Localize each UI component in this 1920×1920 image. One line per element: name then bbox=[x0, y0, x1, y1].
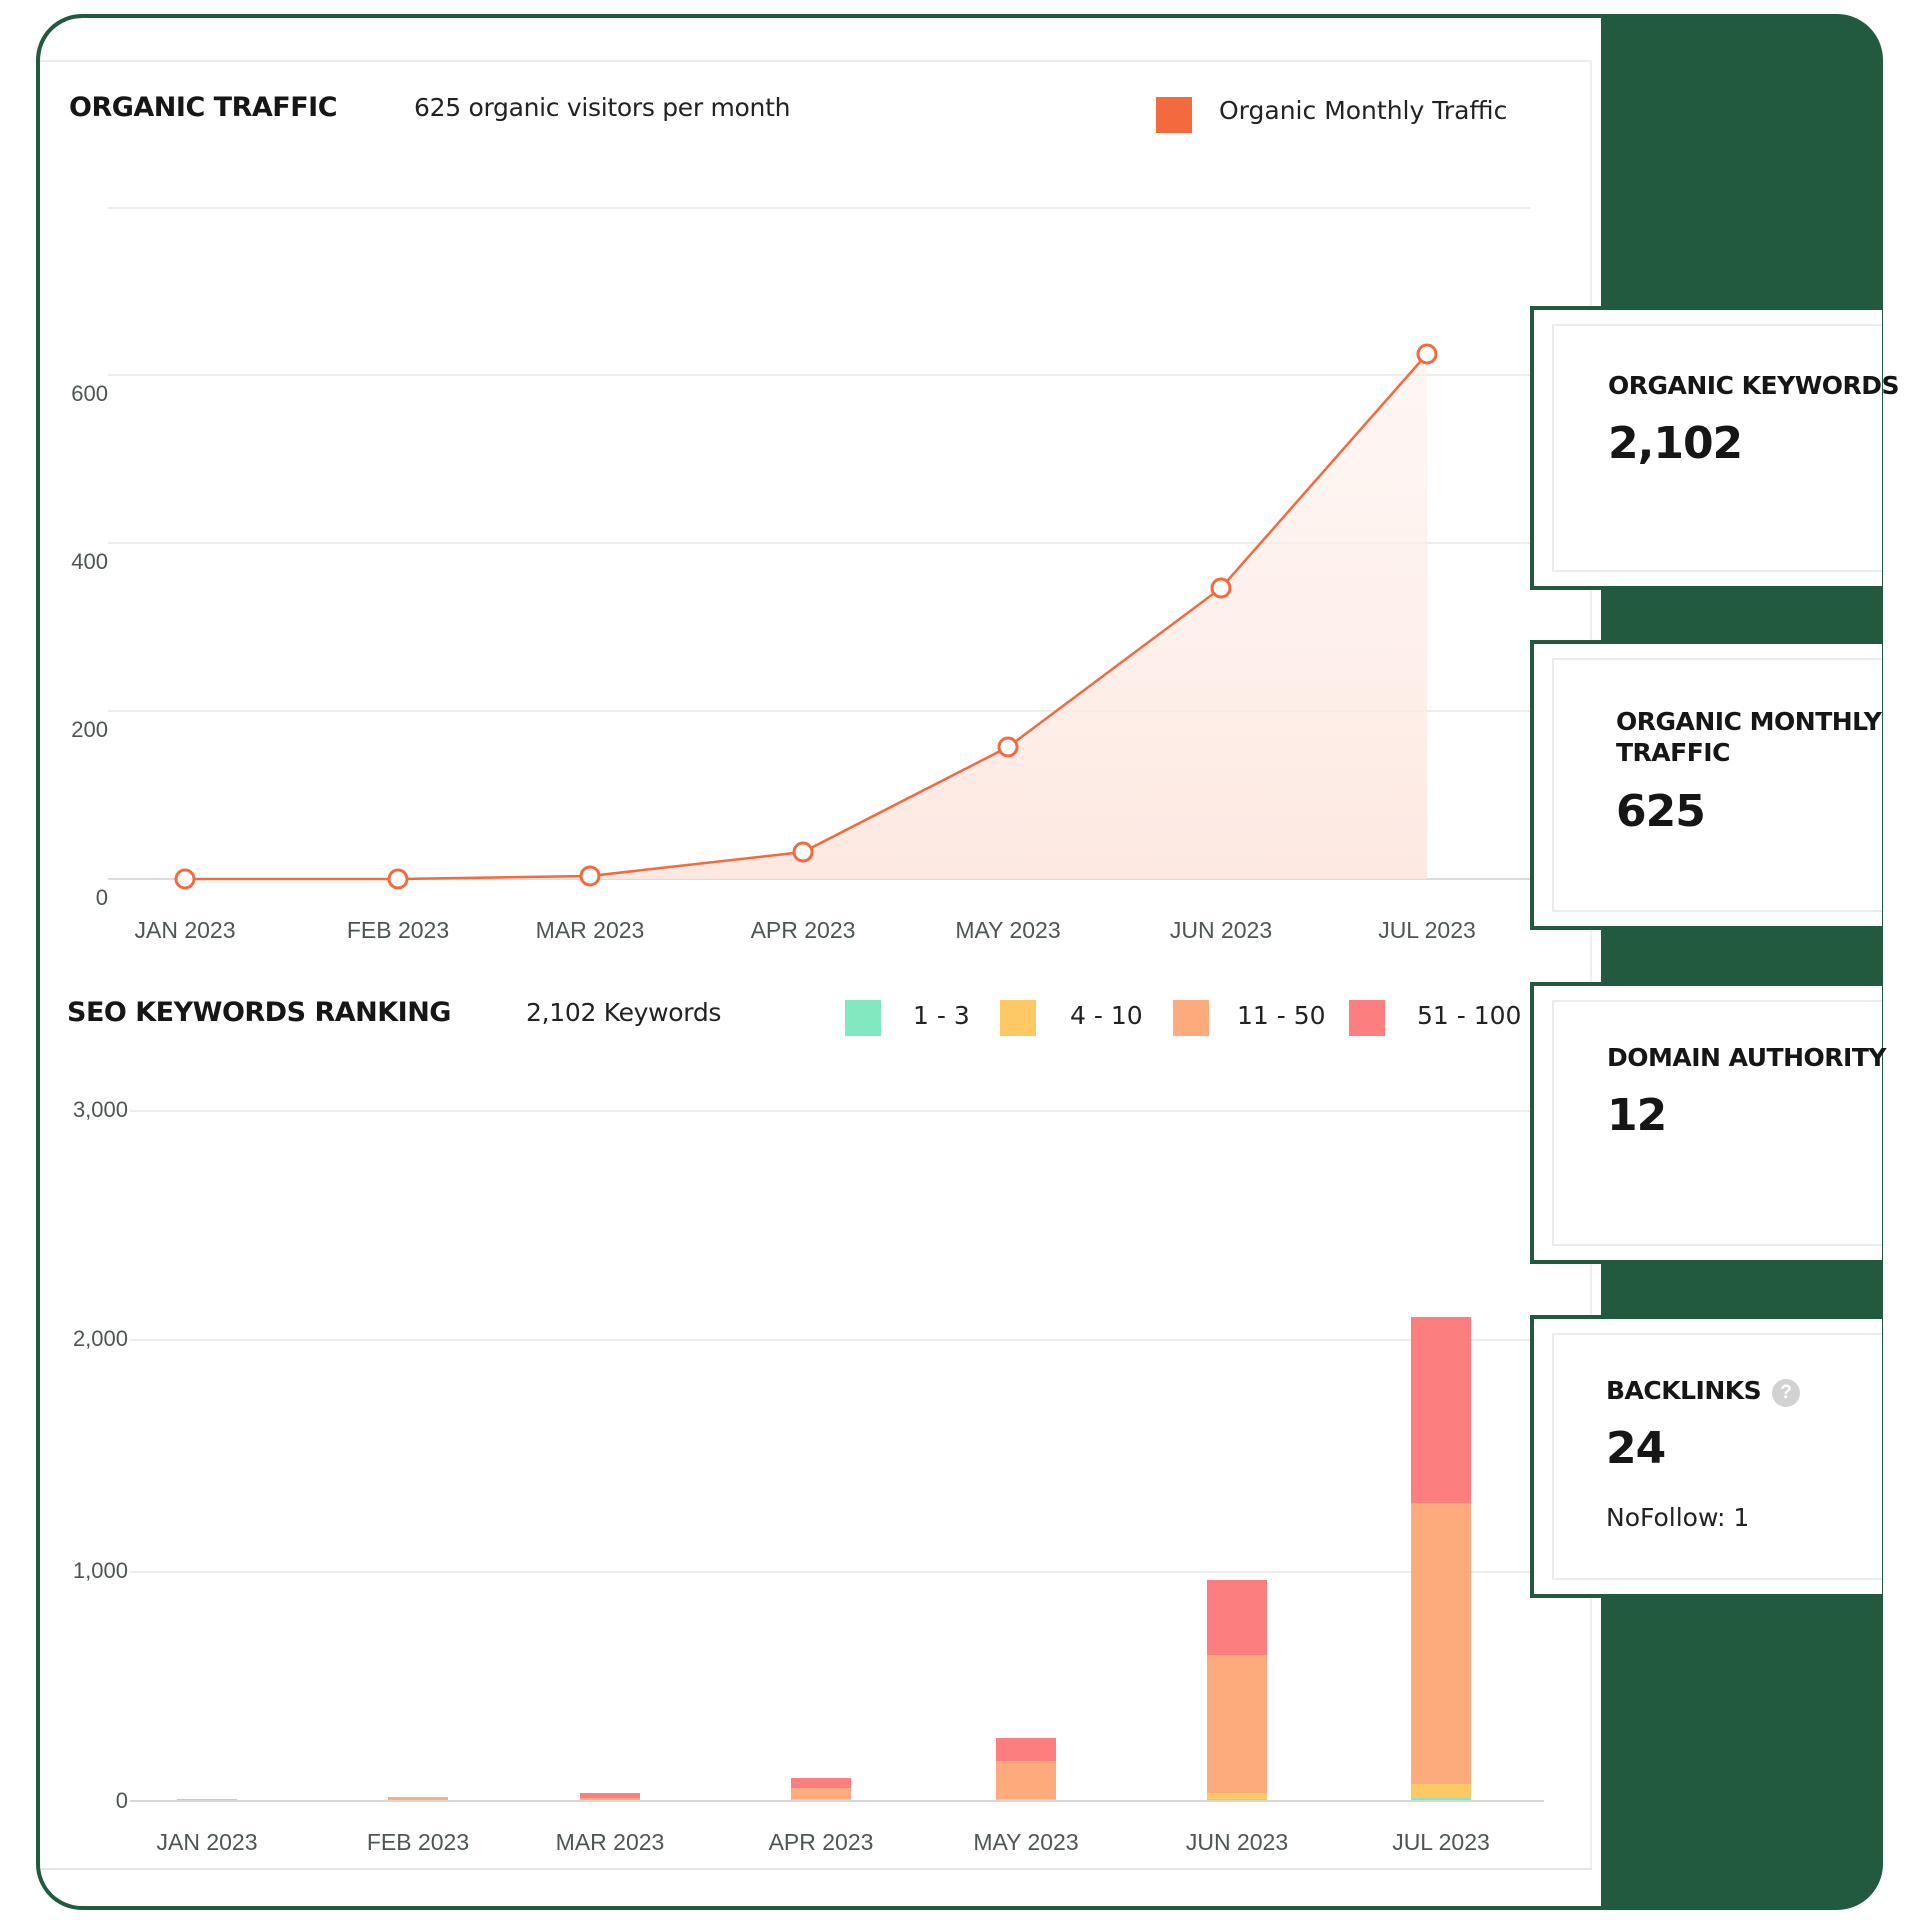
data-point bbox=[792, 841, 814, 863]
nofollow-count: NoFollow: 1 bbox=[1606, 1503, 1750, 1532]
bar-may-2023-4-10[interactable] bbox=[996, 1799, 1056, 1800]
gridline bbox=[130, 1110, 1544, 1112]
data-point bbox=[387, 868, 409, 890]
card-label: BACKLINKS bbox=[1606, 1376, 1762, 1405]
help-icon[interactable]: ? bbox=[1772, 1379, 1800, 1407]
bar-jul-2023-1-3[interactable] bbox=[1411, 1798, 1471, 1800]
bar-jun-2023-4-10[interactable] bbox=[1207, 1793, 1267, 1799]
stat-card-backlinks: BACKLINKS ? 24 NoFollow: 1 bbox=[1530, 1315, 1882, 1598]
data-point bbox=[174, 868, 196, 890]
card-label: ORGANIC KEYWORDS bbox=[1608, 371, 1900, 400]
card-value: 24 bbox=[1606, 1423, 1666, 1474]
card-inner-border bbox=[1552, 1000, 1882, 1246]
divider bbox=[1590, 60, 1592, 1870]
gridline bbox=[108, 710, 1530, 712]
x-tick: MAR 2023 bbox=[535, 917, 645, 943]
legend-swatch-rank-51-100 bbox=[1349, 1000, 1385, 1036]
legend-swatch-rank-1-3 bbox=[845, 1000, 881, 1036]
bar-jul-2023-11-50[interactable] bbox=[1411, 1503, 1471, 1784]
legend-label-rank-51-100[interactable]: 51 - 100 bbox=[1417, 1001, 1522, 1030]
legend-swatch-rank-11-50 bbox=[1173, 1000, 1209, 1036]
bar-jun-2023-11-50[interactable] bbox=[1207, 1655, 1267, 1793]
gridline bbox=[108, 374, 1530, 376]
x-tick: JUL 2023 bbox=[1392, 1829, 1490, 1855]
bar-apr-2023-4-10[interactable] bbox=[791, 1799, 851, 1800]
x-tick: JUL 2023 bbox=[1378, 917, 1476, 943]
bar-may-2023-51-100[interactable] bbox=[996, 1738, 1056, 1761]
y-tick: 0 bbox=[115, 1788, 128, 1813]
x-tick: JUN 2023 bbox=[1169, 917, 1273, 943]
divider bbox=[40, 1868, 1592, 1870]
x-tick: JUN 2023 bbox=[1185, 1829, 1289, 1855]
y-tick: 600 bbox=[71, 381, 108, 406]
bar-jun-2023-1-3[interactable] bbox=[1207, 1799, 1267, 1800]
data-point bbox=[1210, 577, 1232, 599]
card-label: DOMAIN AUTHORITY bbox=[1607, 1043, 1886, 1072]
legend-label-organic-traffic[interactable]: Organic Monthly Traffic bbox=[1219, 96, 1508, 125]
stat-card-organic-monthly-traffic: ORGANIC MONTHLY TRAFFIC 625 bbox=[1530, 640, 1882, 930]
y-tick: 0 bbox=[95, 885, 108, 910]
y-tick: 1,000 bbox=[72, 1558, 128, 1583]
data-point bbox=[1416, 343, 1438, 365]
x-tick: MAY 2023 bbox=[973, 1829, 1079, 1855]
keywords-subtitle: 2,102 Keywords bbox=[526, 998, 722, 1027]
card-inner-border bbox=[1552, 324, 1882, 572]
x-tick: JAN 2023 bbox=[156, 1829, 258, 1855]
x-tick: APR 2023 bbox=[768, 1829, 874, 1855]
card-value: 12 bbox=[1607, 1090, 1667, 1141]
bar-jan-2023[interactable] bbox=[177, 1799, 237, 1800]
organic-traffic-chart bbox=[174, 343, 1438, 890]
card-value: 2,102 bbox=[1608, 418, 1743, 469]
y-tick: 3,000 bbox=[72, 1097, 128, 1122]
legend-label-rank-4-10[interactable]: 4 - 10 bbox=[1070, 1001, 1143, 1030]
card-inner-border bbox=[1552, 658, 1882, 912]
bar-mar-2023-51-100[interactable] bbox=[580, 1793, 640, 1798]
bar-may-2023-11-50[interactable] bbox=[996, 1761, 1056, 1799]
bar-mar-2023-11-50[interactable] bbox=[580, 1798, 640, 1800]
bar-jul-2023-51-100[interactable] bbox=[1411, 1317, 1471, 1503]
card-value: 625 bbox=[1616, 786, 1706, 837]
stat-card-organic-keywords: ORGANIC KEYWORDS 2,102 bbox=[1530, 306, 1900, 590]
x-tick: JAN 2023 bbox=[134, 917, 236, 943]
legend-swatch-organic-traffic bbox=[1156, 97, 1192, 133]
data-point bbox=[997, 736, 1019, 758]
legend-swatch-rank-4-10 bbox=[1000, 1000, 1036, 1036]
x-tick: FEB 2023 bbox=[366, 1829, 470, 1855]
bar-apr-2023-51-100[interactable] bbox=[791, 1778, 851, 1788]
traffic-title: ORGANIC TRAFFIC bbox=[69, 92, 338, 123]
stat-card-domain-authority: DOMAIN AUTHORITY 12 bbox=[1530, 982, 1886, 1264]
x-tick: MAR 2023 bbox=[555, 1829, 665, 1855]
gridline bbox=[130, 1339, 1544, 1341]
traffic-subtitle: 625 organic visitors per month bbox=[414, 93, 791, 122]
bar-apr-2023-11-50[interactable] bbox=[791, 1788, 851, 1799]
card-label-line1: ORGANIC MONTHLY bbox=[1616, 707, 1882, 736]
legend-label-rank-1-3[interactable]: 1 - 3 bbox=[913, 1001, 970, 1030]
bar-jun-2023-51-100[interactable] bbox=[1207, 1580, 1267, 1655]
x-tick: APR 2023 bbox=[750, 917, 856, 943]
charts-panel bbox=[40, 18, 1601, 1906]
bar-jul-2023-4-10[interactable] bbox=[1411, 1784, 1471, 1798]
divider bbox=[40, 60, 1592, 62]
gridline bbox=[130, 1571, 1544, 1573]
card-label-line2: TRAFFIC bbox=[1616, 738, 1730, 767]
y-tick: 400 bbox=[71, 549, 108, 574]
gridline bbox=[108, 542, 1530, 544]
data-point bbox=[579, 865, 601, 887]
y-tick: 2,000 bbox=[72, 1326, 128, 1351]
x-tick: MAY 2023 bbox=[955, 917, 1061, 943]
card-inner-border bbox=[1552, 1333, 1882, 1580]
x-axis-line bbox=[130, 1800, 1544, 1802]
x-tick: FEB 2023 bbox=[346, 917, 450, 943]
y-tick: 200 bbox=[71, 717, 108, 742]
bar-feb-2023-11-50[interactable] bbox=[388, 1797, 448, 1800]
card-label: ORGANIC MONTHLY TRAFFIC bbox=[1616, 706, 1882, 768]
gridline bbox=[108, 207, 1530, 209]
legend-label-rank-11-50[interactable]: 11 - 50 bbox=[1237, 1001, 1326, 1030]
keywords-title: SEO KEYWORDS RANKING bbox=[67, 997, 451, 1028]
